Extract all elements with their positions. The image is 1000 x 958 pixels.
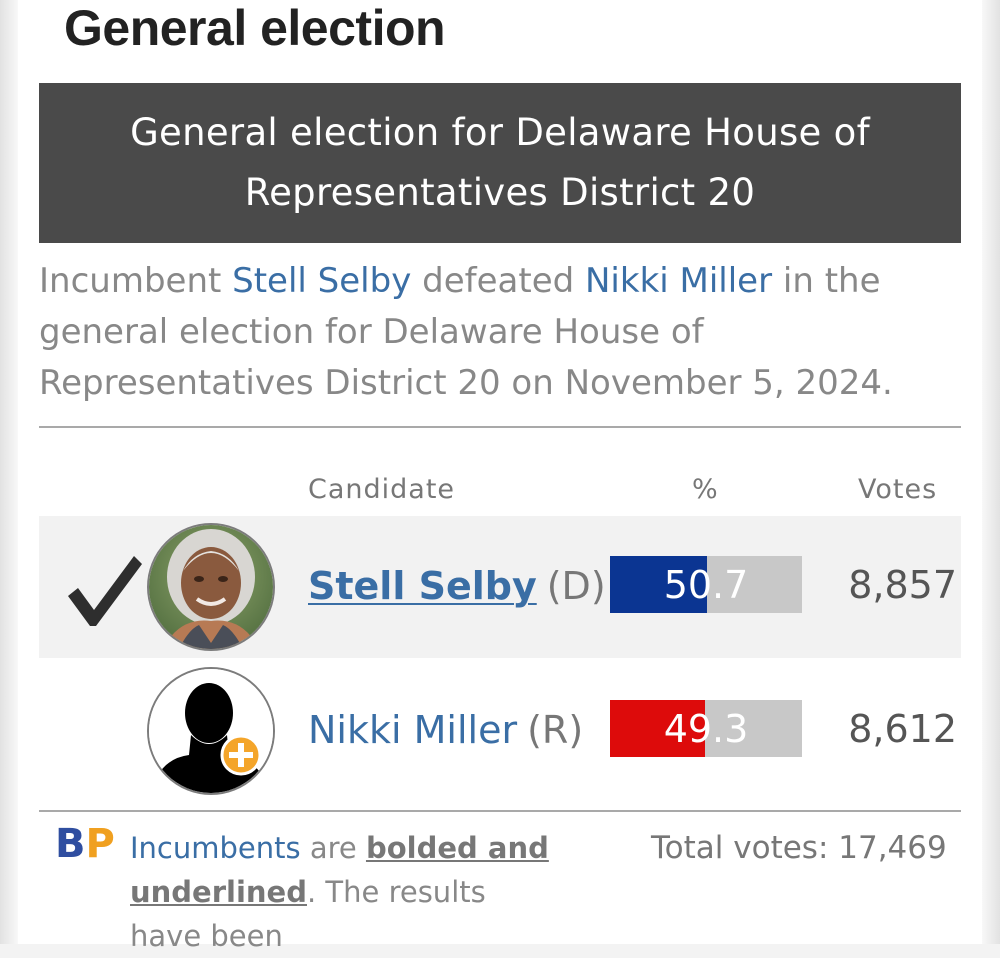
column-header-candidate: Candidate <box>308 474 456 505</box>
race-title-banner: General election for Delaware House of R… <box>39 83 961 243</box>
race-summary: Incumbent Stell Selby defeated Nikki Mil… <box>39 256 939 409</box>
plus-circle-icon <box>220 734 262 776</box>
vote-share-fill <box>610 556 708 613</box>
incumbents-link[interactable]: Incumbents <box>130 831 301 865</box>
left-page-edge <box>0 0 18 944</box>
note-mid: are <box>300 831 366 865</box>
vote-share-bar: 49.3 <box>610 700 802 757</box>
candidate-name-link[interactable]: Stell Selby <box>308 564 537 608</box>
ballotpedia-logo[interactable]: BP <box>55 822 115 866</box>
candidate-party: (D) <box>546 564 606 608</box>
vote-share-fill <box>610 700 705 757</box>
results-divider <box>39 810 961 812</box>
loser-link[interactable]: Nikki Miller <box>585 261 773 301</box>
candidate-photo <box>147 523 275 651</box>
total-votes-label: Total votes: <box>651 830 839 866</box>
note-bold-underlined: bolded and underlined <box>130 831 549 909</box>
race-title: General election for Delaware House of R… <box>130 111 870 214</box>
section-heading: General election <box>64 0 446 56</box>
placeholder-silhouette-icon <box>147 667 275 795</box>
logo-letter-b: B <box>55 821 86 867</box>
winner-link[interactable]: Stell Selby <box>232 261 412 301</box>
vote-share-percent: 50.7 <box>663 563 749 607</box>
summary-prefix: Incumbent <box>39 261 233 301</box>
note-end: . The results have been <box>130 875 486 953</box>
vote-count: 8,857 <box>848 563 957 607</box>
total-votes: Total votes: 17,469 <box>651 826 947 870</box>
summary-middle: defeated <box>411 261 585 301</box>
candidate-party: (R) <box>527 708 584 752</box>
table-row-winner: Stell Selby (D) 50.7 8,857 <box>39 516 961 658</box>
total-votes-value: 17,469 <box>838 830 947 866</box>
vote-count: 8,612 <box>848 707 957 751</box>
results-note: Incumbents are bolded and underlined. Th… <box>130 826 560 958</box>
column-header-votes: Votes <box>858 474 938 505</box>
vote-share-percent: 49.3 <box>663 707 749 751</box>
table-row-candidate: Nikki Miller (R) 49.3 8,612 <box>39 660 961 802</box>
vote-share-bar: 50.7 <box>610 556 802 613</box>
logo-letter-p: P <box>85 821 115 867</box>
candidate-name-cell: Stell Selby (D) <box>308 564 606 608</box>
checkmark-icon <box>68 556 142 626</box>
summary-divider <box>39 426 961 428</box>
summary-suffix: in the general election for Delaware Hou… <box>39 261 893 403</box>
right-page-edge <box>982 0 1000 944</box>
candidate-name-link[interactable]: Nikki Miller <box>308 708 518 752</box>
candidate-name-cell: Nikki Miller (R) <box>308 708 583 752</box>
column-header-percent: % <box>692 474 719 505</box>
